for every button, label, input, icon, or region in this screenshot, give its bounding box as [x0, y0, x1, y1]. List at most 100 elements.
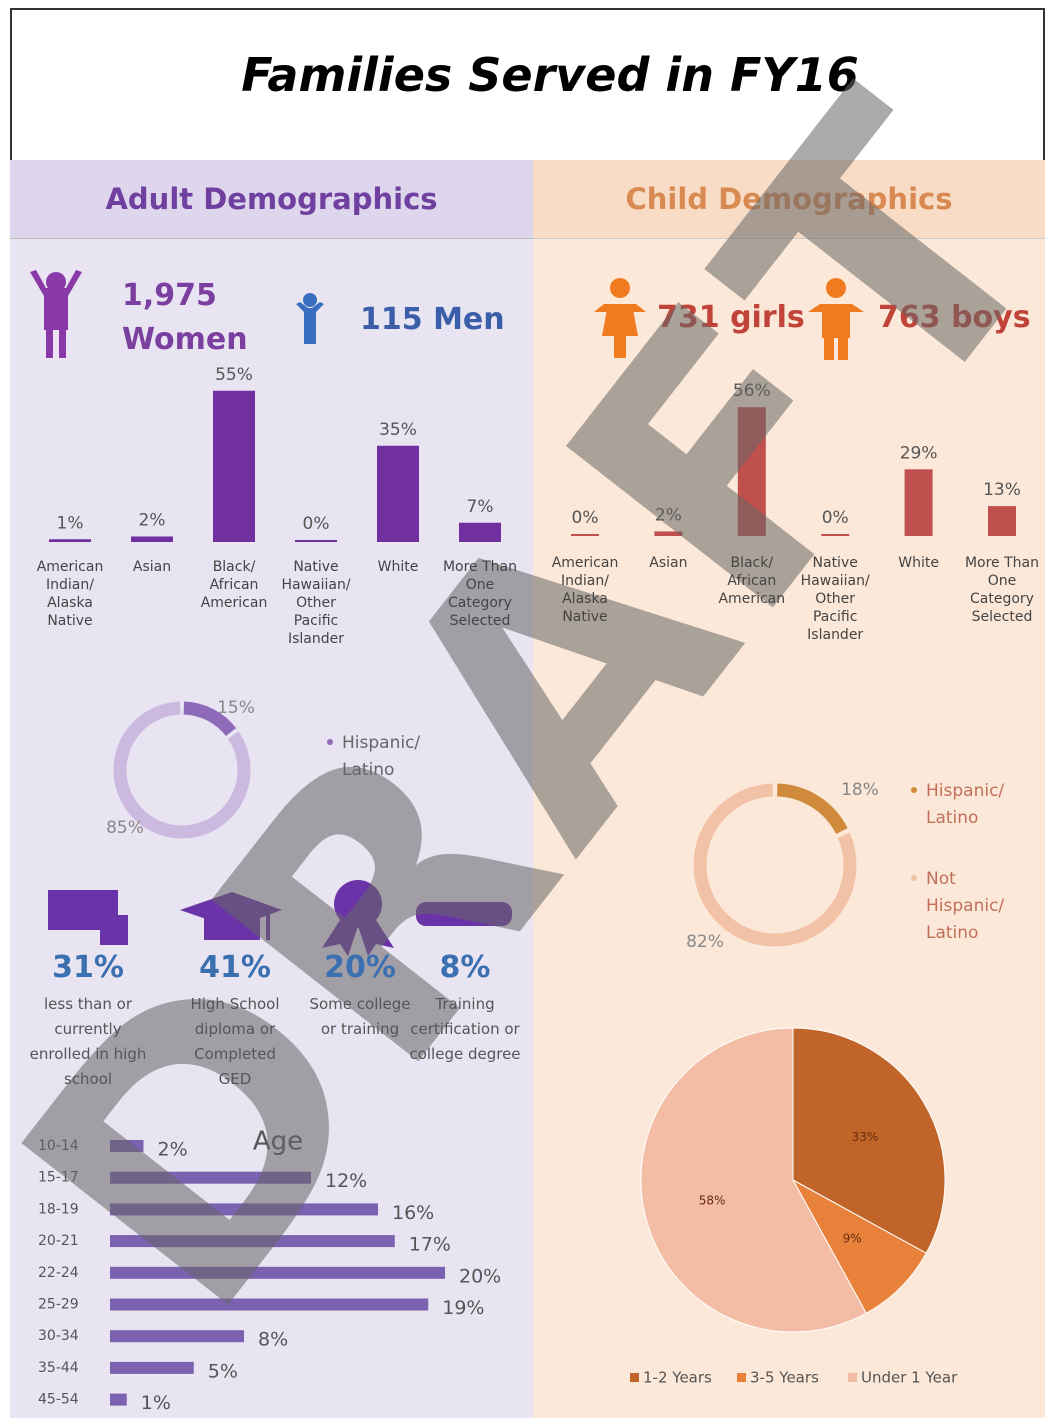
- legend-swatch: [848, 1373, 857, 1382]
- bar: [110, 1393, 127, 1406]
- education-percent: 41%: [199, 950, 271, 985]
- category-label: American Indian/ Alaska Native: [36, 559, 104, 629]
- age-category: 22-24: [38, 1265, 79, 1281]
- value-label: 5%: [208, 1360, 238, 1382]
- age-category: 25-29: [38, 1297, 79, 1313]
- education-text: less than or currently enrolled in high …: [29, 995, 147, 1088]
- age-category: 20-21: [38, 1233, 79, 1249]
- bar: [654, 531, 683, 536]
- category-label: American Indian/ Alaska Native: [551, 555, 619, 625]
- value-label: 55%: [215, 365, 253, 385]
- education-percent: 20%: [324, 950, 396, 985]
- value-label: 0%: [822, 508, 849, 528]
- boys: 763 boys: [878, 300, 1031, 335]
- value-label: 58%: [699, 1193, 726, 1207]
- education-text: Some college or training: [309, 995, 411, 1038]
- title: Families Served in FY16: [241, 48, 859, 102]
- bar: [295, 540, 337, 542]
- category-label: White: [898, 555, 939, 571]
- man-icon: [296, 293, 324, 344]
- value-label: 85%: [106, 818, 144, 838]
- women-count: 1,975: [122, 278, 217, 313]
- bar: [904, 469, 933, 536]
- bar: [110, 1203, 378, 1216]
- bar: [213, 390, 255, 542]
- legend-swatch: [911, 787, 917, 793]
- value-label: 29%: [900, 443, 938, 463]
- donut-segment: [183, 701, 237, 737]
- bar: [131, 536, 173, 542]
- legend-swatch: [327, 739, 333, 745]
- category-label: Native Hawaiian/ Other Pacific Islander: [800, 555, 870, 643]
- women-label: Women: [122, 322, 248, 357]
- value-label: 15%: [217, 698, 255, 718]
- value-label: 33%: [852, 1130, 879, 1144]
- education-icons: [48, 880, 512, 956]
- value-label: 19%: [442, 1297, 484, 1319]
- value-label: 18%: [841, 780, 879, 800]
- bar: [49, 539, 91, 542]
- legend-label: Not Hispanic/ Latino: [926, 869, 1005, 943]
- donut-segment: [693, 783, 857, 947]
- category-label: More Than One Category Selected: [442, 559, 518, 629]
- value-label: 82%: [686, 932, 724, 952]
- woman-icon: [30, 270, 82, 358]
- boy-icon: [808, 278, 864, 360]
- legend-swatch: [737, 1373, 746, 1382]
- child-heading: Child Demographics: [625, 182, 953, 216]
- legend-label: 3-5 Years: [750, 1369, 819, 1387]
- men-label: Men: [433, 302, 505, 337]
- value-label: 1%: [57, 513, 84, 533]
- bar: [737, 407, 766, 536]
- value-label: 20%: [459, 1265, 501, 1287]
- pie-slice: [792, 1027, 946, 1254]
- donut-segment: [113, 701, 251, 839]
- age-category: 10-14: [38, 1138, 79, 1154]
- value-label: 2%: [158, 1139, 188, 1161]
- category-label: Native Hawaiian/ Other Pacific Islander: [281, 559, 351, 647]
- bar: [110, 1361, 194, 1374]
- value-label: 0%: [303, 514, 330, 534]
- value-label: 13%: [983, 480, 1021, 500]
- category-label: Black/ African American: [200, 559, 268, 611]
- legend-swatch: [911, 875, 917, 881]
- bar: [110, 1266, 445, 1279]
- education-percent: 8%: [439, 950, 491, 985]
- pie-slice: [640, 1027, 867, 1333]
- bar: [110, 1140, 144, 1152]
- legend-label: Hispanic/ Latino: [926, 781, 1005, 828]
- education-text: High School diploma or Completed GED: [190, 995, 280, 1088]
- category-label: More Than One Category Selected: [964, 555, 1040, 625]
- bar: [459, 522, 501, 542]
- category-label: Black/ African American: [718, 555, 786, 607]
- value-label: 35%: [379, 420, 417, 440]
- value-label: 7%: [467, 497, 494, 517]
- legend-label: 1-2 Years: [643, 1369, 712, 1387]
- category-label: Asian: [132, 559, 172, 575]
- age-title: Age: [253, 1127, 303, 1157]
- bar: [821, 534, 850, 536]
- legend-label: Under 1 Year: [861, 1369, 958, 1387]
- age-category: 30-34: [38, 1328, 79, 1344]
- age-category: 35-44: [38, 1360, 79, 1376]
- value-label: 16%: [392, 1202, 434, 1224]
- education-text: Training certification or college degree: [409, 995, 521, 1063]
- value-label: 17%: [409, 1234, 451, 1256]
- bar: [110, 1235, 395, 1248]
- bar: [571, 534, 599, 536]
- value-label: 2%: [655, 505, 682, 525]
- value-label: 56%: [733, 381, 771, 401]
- bar: [110, 1171, 311, 1184]
- age-category: 18-19: [38, 1201, 79, 1217]
- value-label: 1%: [141, 1392, 171, 1414]
- men-text: 115 Men: [360, 302, 505, 337]
- girl-icon: [594, 278, 646, 358]
- value-label: 9%: [843, 1232, 862, 1246]
- adult-heading: Adult Demographics: [105, 182, 438, 216]
- girls: 731 girls: [657, 300, 805, 335]
- bar: [988, 506, 1016, 536]
- legend-label: Hispanic/ Latino: [342, 733, 421, 780]
- age-category: 15-17: [38, 1170, 79, 1186]
- age-category: 45-54: [38, 1392, 79, 1408]
